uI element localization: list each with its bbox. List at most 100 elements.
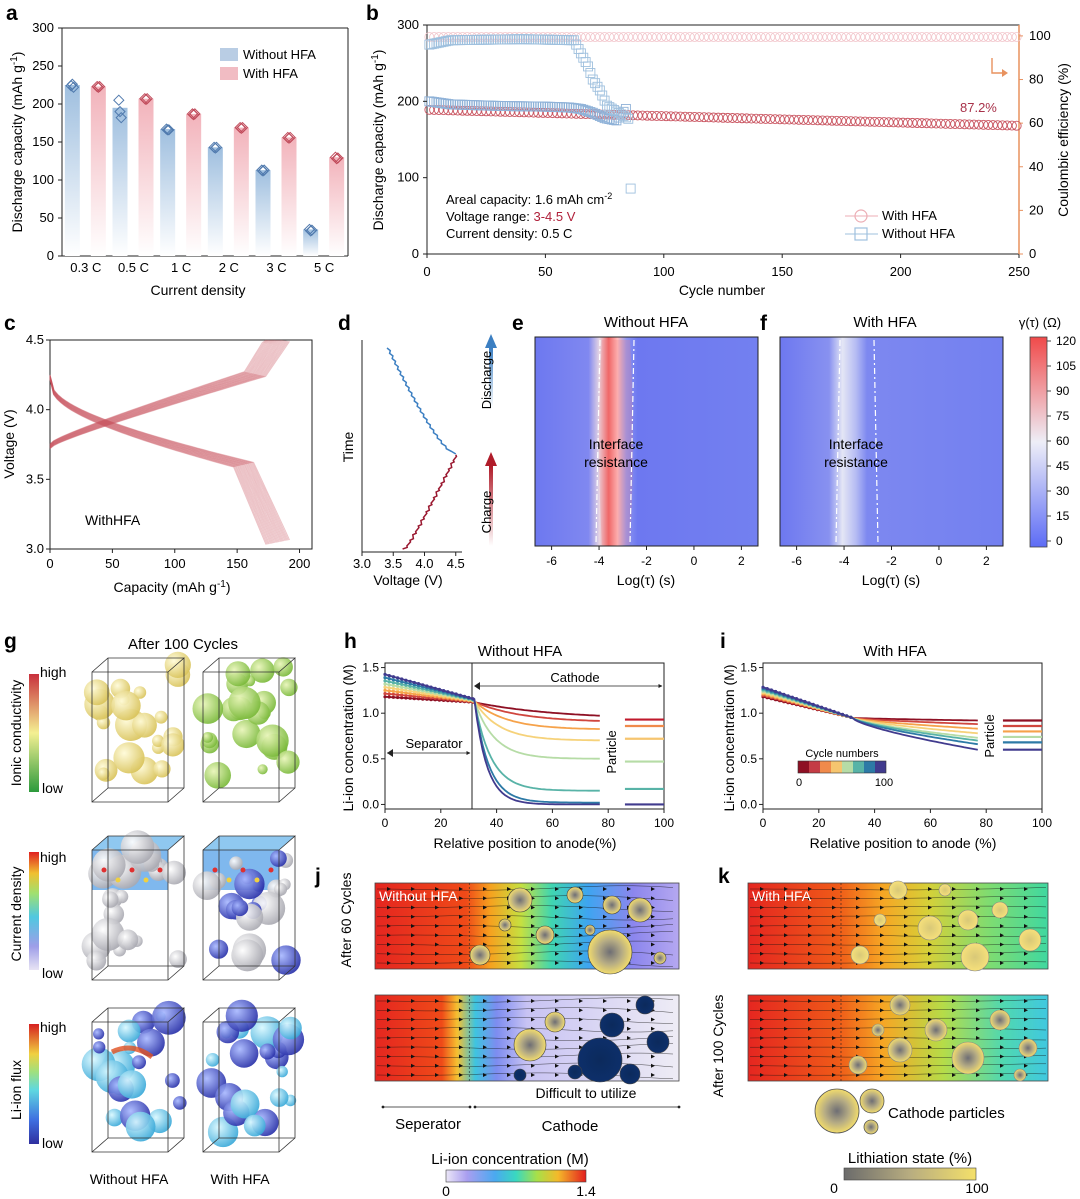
charge-curve-5 (49, 340, 285, 448)
x-tick-b-50: 50 (538, 264, 552, 279)
jStream-arrow-1-411 (411, 1008, 415, 1013)
cap-with-247 (1006, 120, 1017, 131)
kStream-arrow-1-928 (928, 1008, 932, 1013)
kStream-arrow-8-1000 (1000, 1073, 1004, 1077)
sphere-1-16 (202, 732, 214, 743)
cap-with-93 (642, 110, 653, 121)
sphere-1-17 (257, 764, 268, 775)
iTicks-x-80: 80 (980, 816, 994, 830)
kStream-arrow-4-832 (832, 924, 836, 928)
marker-with-1-2 (141, 92, 153, 105)
ce-with-247 (1006, 32, 1017, 42)
kStream-arrow-3-952 (952, 1026, 956, 1031)
x-tick-c-200: 200 (289, 556, 311, 571)
j1-particle-4 (587, 929, 633, 975)
jStream-arrow-2-411 (411, 1017, 415, 1022)
iTicks-x-20: 20 (812, 816, 826, 830)
legend-particle-large (814, 1088, 860, 1134)
bar-without-4 (255, 170, 271, 256)
lith-cb-min: 0 (830, 1180, 838, 1196)
hotspot-2-1 (115, 877, 121, 883)
y-tick-a-50: 50 (40, 210, 54, 225)
cap-with-129 (727, 113, 738, 123)
marker-with-2-2 (189, 108, 201, 120)
k1-particle-6 (1018, 928, 1042, 952)
marker-without-4-2 (258, 164, 270, 176)
discharge-curve-3 (49, 375, 287, 541)
kStream-line-6 (750, 943, 1047, 946)
k1-particle-8 (938, 883, 952, 897)
g-col-without: Without HFA (90, 1171, 169, 1187)
sphere-4-17 (117, 1070, 147, 1099)
jStream-arrow-1-411 (411, 896, 415, 901)
j2-particle-7 (513, 1068, 527, 1082)
charge-curve-4 (49, 340, 286, 449)
cycle-colorbar (797, 760, 887, 774)
y-tick-b-0: 0 (412, 246, 419, 261)
hData-line-1 (384, 692, 600, 722)
ce-with-93 (642, 32, 653, 42)
particle-label-i: Particle (982, 714, 997, 757)
ce-with-233 (973, 32, 984, 42)
kStream-arrow-0-880 (880, 887, 884, 891)
jStream-arrow-7-555 (555, 951, 559, 956)
hotspot-3-3 (254, 877, 260, 883)
jStream-arrow-7-579 (579, 951, 583, 956)
cap-with-155 (789, 114, 799, 125)
ce-with-81 (613, 32, 624, 42)
hData-line-4 (384, 683, 600, 760)
jStream-arrow-7-531 (531, 951, 535, 956)
jStream-arrow-2-531 (531, 1017, 535, 1022)
marker-without-0-1 (66, 78, 79, 90)
sphere-0-3 (153, 760, 171, 778)
kStream-arrow-2-760 (760, 1017, 764, 1022)
ce-with-143 (760, 32, 771, 42)
x-axis-label-b: Cycle number (679, 282, 766, 298)
kStream-arrow-3-784 (784, 1026, 788, 1031)
ce-with-67 (580, 32, 591, 42)
cap-with-203 (902, 117, 913, 128)
kStream-arrow-2-832 (832, 905, 836, 910)
charge-curve-3 (49, 340, 287, 449)
kStream-arrow-2-880 (880, 1017, 884, 1022)
cap-with-153 (784, 114, 795, 125)
sim-box-1 (192, 657, 300, 803)
kStream-arrow-7-1000 (1000, 951, 1004, 956)
discharge-curve-9 (49, 376, 280, 543)
jStream-arrow-2-483 (483, 905, 487, 910)
kStream-arrow-5-832 (832, 933, 836, 938)
kStream-arrow-7-808 (808, 951, 812, 956)
kStream-arrow-5-832 (832, 1045, 836, 1050)
k-side-label: After 100 Cycles (710, 995, 726, 1098)
jStream-arrow-5-627 (627, 1045, 631, 1050)
jStream-arrow-1-579 (579, 1008, 583, 1013)
wireframe-2 (91, 835, 186, 981)
kStream-arrow-8-928 (928, 961, 932, 965)
jStream-arrow-6-387 (387, 942, 391, 947)
jStream-arrow-8-435 (435, 1073, 439, 1077)
jStream-arrow-8-555 (555, 1073, 559, 1077)
cycle-cb-cell-2 (820, 761, 831, 773)
iTicks-y-0.5: 0.5 (740, 752, 757, 766)
jStream-arrow-4-483 (483, 924, 487, 928)
discharge-curve-4 (49, 375, 286, 542)
jStream-arrow-1-459 (459, 1008, 463, 1013)
jStream-arrow-3-411 (411, 914, 415, 919)
k1-particle-4 (960, 942, 990, 972)
sphere-5-6 (276, 1065, 288, 1078)
k2-particle-5 (989, 1009, 1011, 1031)
kStream-arrow-6-760 (760, 1054, 764, 1059)
jStream-arrow-5-459 (459, 933, 463, 938)
jStream-arrow-2-579 (579, 1017, 583, 1022)
x-axis-label-d: Voltage (V) (373, 572, 442, 588)
discharge-curve-8 (49, 376, 282, 542)
panel-f-title: With HFA (853, 314, 916, 331)
jStream-arrow-4-411 (411, 924, 415, 928)
ce-with-85 (623, 32, 634, 42)
cap-with-101 (661, 111, 672, 122)
jStream-line-4 (376, 924, 674, 929)
jStream-arrow-1-531 (531, 1008, 535, 1013)
cap-with-243 (997, 120, 1008, 131)
panel-c-voltage-profiles: 0 50 100 150 200 3.0 3.5 4.0 4.5 WithHFA Capacit… (1, 332, 313, 595)
kStream-line-4 (749, 1037, 1047, 1041)
